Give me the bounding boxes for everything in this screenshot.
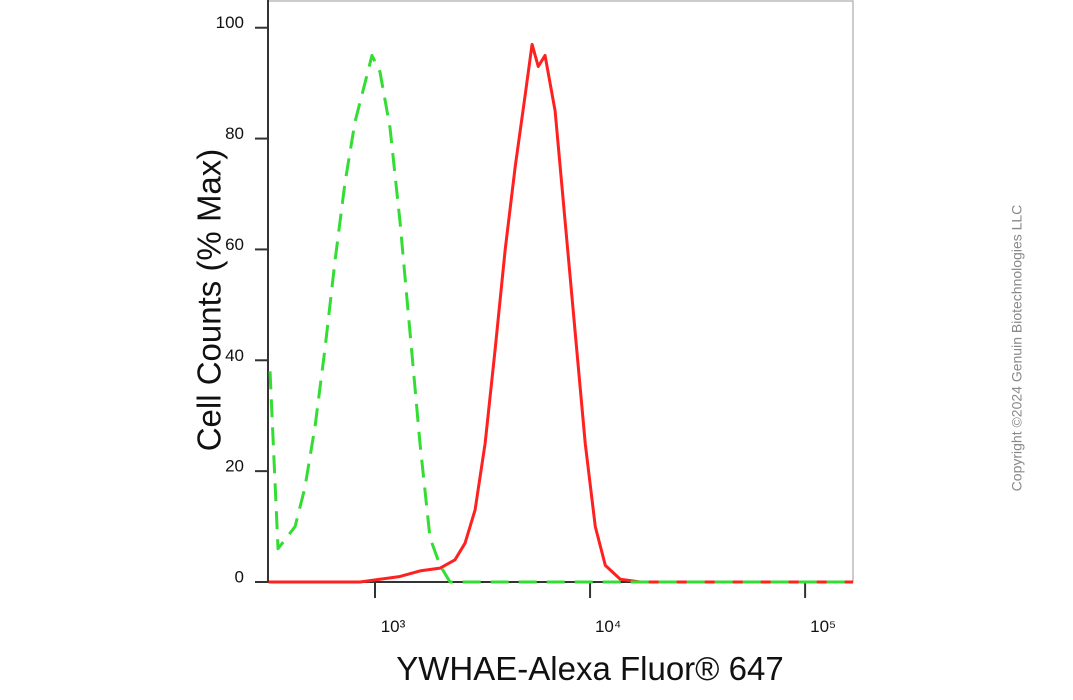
histogram-line — [268, 42, 853, 584]
copyright: Copyright ©2024 Genuin Biotechnologies L… — [1009, 205, 1025, 492]
x-axis-label: YWHAE-Alexa Fluor® 647 — [396, 650, 783, 687]
y-tick-label: 0 — [235, 567, 244, 586]
x-tick-label: 10⁴ — [595, 617, 621, 636]
y-tick-label: 100 — [216, 13, 244, 32]
y-axis-label: Cell Counts (% Max) — [191, 149, 228, 452]
x-tick-label: 10⁵ — [810, 617, 836, 636]
x-tick-label: 10³ — [381, 617, 406, 636]
y-tick-label: 20 — [225, 457, 244, 476]
y-tick-label: 40 — [225, 346, 244, 365]
histogram-line — [268, 53, 853, 584]
plot-frame — [267, 0, 854, 583]
y-tick-label: 60 — [225, 235, 244, 254]
y-tick-label: 80 — [225, 124, 244, 143]
